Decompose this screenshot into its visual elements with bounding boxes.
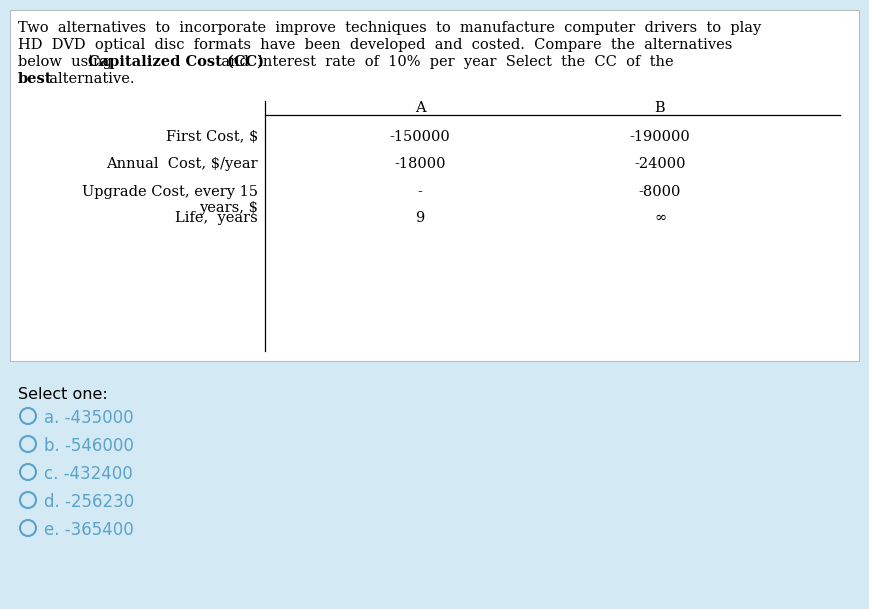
Text: -150000: -150000 <box>389 130 450 144</box>
Text: e. -365400: e. -365400 <box>44 521 134 539</box>
Text: best: best <box>18 72 52 86</box>
Text: Life,  years: Life, years <box>176 211 258 225</box>
FancyBboxPatch shape <box>10 10 859 361</box>
Text: b. -546000: b. -546000 <box>44 437 134 455</box>
Text: -18000: -18000 <box>395 157 446 171</box>
Text: and  interest  rate  of  10%  per  year  Select  the  CC  of  the: and interest rate of 10% per year Select… <box>212 55 673 69</box>
Text: First Cost, $: First Cost, $ <box>166 130 258 144</box>
Text: Upgrade Cost, every 15: Upgrade Cost, every 15 <box>82 185 258 199</box>
Text: -190000: -190000 <box>630 130 690 144</box>
Text: ∞: ∞ <box>654 211 666 225</box>
Text: c. -432400: c. -432400 <box>44 465 133 483</box>
Circle shape <box>20 492 36 508</box>
Text: a. -435000: a. -435000 <box>44 409 134 427</box>
Text: alternative.: alternative. <box>40 72 135 86</box>
Text: Annual  Cost, $/year: Annual Cost, $/year <box>106 157 258 171</box>
Text: -8000: -8000 <box>639 185 681 199</box>
Text: Select one:: Select one: <box>18 387 108 402</box>
Text: -24000: -24000 <box>634 157 686 171</box>
Circle shape <box>20 436 36 452</box>
Circle shape <box>20 464 36 480</box>
Circle shape <box>20 520 36 536</box>
Text: years, $: years, $ <box>199 201 258 215</box>
Text: below  using: below using <box>18 55 121 69</box>
Text: 9: 9 <box>415 211 425 225</box>
Text: Two  alternatives  to  incorporate  improve  techniques  to  manufacture  comput: Two alternatives to incorporate improve … <box>18 21 761 35</box>
Text: Capitalized Cost (CC): Capitalized Cost (CC) <box>88 55 264 69</box>
Text: d. -256230: d. -256230 <box>44 493 134 511</box>
Text: B: B <box>654 101 666 115</box>
Circle shape <box>20 408 36 424</box>
Text: HD  DVD  optical  disc  formats  have  been  developed  and  costed.  Compare  t: HD DVD optical disc formats have been de… <box>18 38 733 52</box>
Text: -: - <box>418 185 422 199</box>
Text: A: A <box>415 101 425 115</box>
